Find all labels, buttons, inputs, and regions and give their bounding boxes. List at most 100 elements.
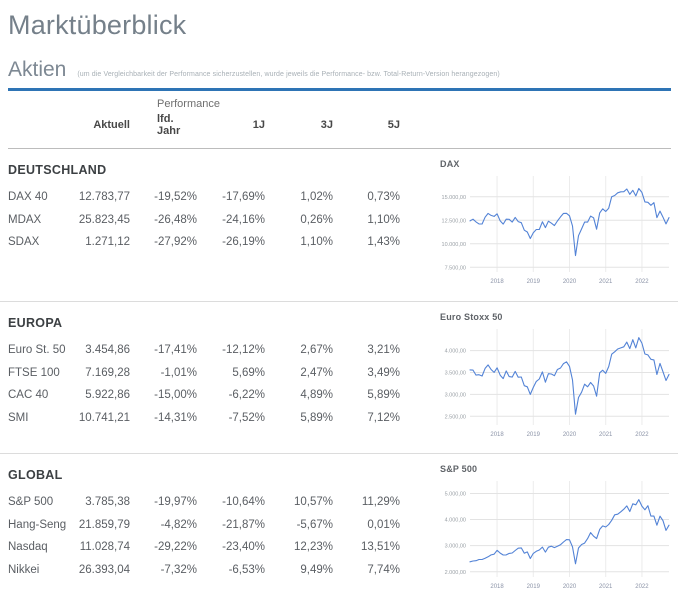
value-5j: 0,73% (367, 191, 400, 204)
table-row-eurostoxx: Euro St. 50 3.454,86 -17,41% -12,12% 2,6… (8, 339, 400, 362)
value-1j: -24,16% (222, 213, 265, 226)
chart-title-dax: DAX (440, 159, 460, 169)
value-lfd-jahr: -15,00% (154, 389, 197, 402)
index-name: Nikkei (8, 564, 40, 577)
index-name: SDAX (8, 236, 40, 249)
svg-text:2018: 2018 (490, 279, 504, 285)
value-aktuell: 1.271,12 (85, 236, 130, 249)
value-5j: 7,74% (367, 564, 400, 577)
index-name: S&P 500 (8, 496, 54, 509)
table-row-dax40: DAX 40 12.783,77 -19,52% -17,69% 1,02% 0… (8, 186, 400, 209)
section-heading-deutschland: DEUTSCHLAND (8, 163, 107, 177)
value-lfd-jahr: -4,82% (160, 518, 197, 531)
svg-text:7.500,00: 7.500,00 (445, 265, 466, 271)
value-1j: -26,19% (222, 236, 265, 249)
section-heading-europa: EUROPA (8, 316, 63, 330)
column-header-row: Aktuell lfd. Jahr 1J 3J 5J (8, 113, 400, 137)
svg-text:2022: 2022 (635, 584, 649, 590)
value-lfd-jahr: -19,97% (154, 496, 197, 509)
section-global: GLOBAL S&P 500 3.785,38 -19,97% -10,64% … (0, 453, 678, 593)
value-3j: 10,57% (293, 496, 333, 509)
chart-title-sp500: S&P 500 (440, 464, 478, 474)
dax-chart-block: DAX 2018 2019 2020 2021 2022 15.000,00 12.500,… (440, 159, 672, 301)
svg-text:2022: 2022 (635, 432, 649, 438)
index-name: Hang-Seng (8, 518, 67, 531)
value-1j: -17,69% (222, 191, 265, 204)
deutschland-table: DEUTSCHLAND DAX 40 12.783,77 -19,52% -17… (0, 159, 404, 301)
value-1j: -23,40% (222, 541, 265, 554)
dax-line-chart: 2018 2019 2020 2021 2022 15.000,00 12.500,00 10… (442, 176, 670, 285)
value-5j: 1,43% (367, 236, 400, 249)
table-row-cac40: CAC 40 5.922,86 -15,00% -6,22% 4,89% 5,8… (8, 384, 400, 407)
table-row-mdax: MDAX 25.823,45 -26,48% -24,16% 0,26% 1,1… (8, 209, 400, 232)
index-name: FTSE 100 (8, 366, 60, 379)
svg-text:2019: 2019 (527, 279, 541, 285)
value-3j: 0,26% (300, 213, 333, 226)
column-header-lfd-jahr: lfd. Jahr (157, 113, 181, 137)
svg-text:2020: 2020 (563, 279, 577, 285)
header-divider (8, 148, 671, 149)
value-3j: 12,23% (293, 541, 333, 554)
svg-text:2019: 2019 (527, 432, 541, 438)
table-row-ftse100: FTSE 100 7.169,28 -1,01% 5,69% 2,47% 3,4… (8, 362, 400, 385)
accent-divider (8, 88, 671, 91)
svg-text:2021: 2021 (599, 279, 613, 285)
value-5j: 3,49% (367, 366, 400, 379)
value-1j: -21,87% (222, 518, 265, 531)
value-3j: 4,89% (300, 389, 333, 402)
svg-text:3.500,00: 3.500,00 (445, 371, 466, 377)
index-name: Nasdaq (8, 541, 48, 554)
value-5j: 7,12% (367, 412, 400, 425)
value-5j: 3,21% (367, 344, 400, 357)
value-aktuell: 21.859,79 (78, 518, 130, 531)
svg-text:2021: 2021 (599, 584, 613, 590)
value-3j: 5,89% (300, 412, 333, 425)
value-3j: -5,67% (296, 518, 333, 531)
value-3j: 9,49% (300, 564, 333, 577)
svg-text:5.000,00: 5.000,00 (445, 491, 466, 497)
index-name: Euro St. 50 (8, 344, 66, 357)
value-1j: -6,53% (228, 564, 265, 577)
column-header-1j: 1J (252, 119, 265, 131)
svg-text:2019: 2019 (527, 584, 541, 590)
value-aktuell: 10.741,21 (78, 412, 130, 425)
value-3j: 2,67% (300, 344, 333, 357)
svg-text:2021: 2021 (599, 432, 613, 438)
svg-text:2018: 2018 (490, 584, 504, 590)
svg-text:10.000,00: 10.000,00 (442, 242, 466, 248)
performance-group-label: Performance (157, 98, 220, 110)
svg-text:2020: 2020 (563, 432, 577, 438)
column-header-aktuell: Aktuell (93, 119, 130, 131)
svg-text:12.500,00: 12.500,00 (442, 218, 466, 224)
value-aktuell: 25.823,45 (78, 213, 130, 226)
value-3j: 1,02% (300, 191, 333, 204)
table-row-nikkei: Nikkei 26.393,04 -7,32% -6,53% 9,49% 7,7… (8, 559, 400, 582)
performance-group-row: Performance (8, 98, 400, 110)
value-lfd-jahr: -27,92% (154, 236, 197, 249)
value-5j: 1,10% (367, 213, 400, 226)
value-lfd-jahr: -29,22% (154, 541, 197, 554)
svg-text:3.000,00: 3.000,00 (445, 544, 466, 550)
value-lfd-jahr: -7,32% (160, 564, 197, 577)
global-table: GLOBAL S&P 500 3.785,38 -19,97% -10,64% … (0, 464, 404, 593)
section-deutschland: DEUTSCHLAND DAX 40 12.783,77 -19,52% -17… (0, 149, 678, 301)
svg-text:2020: 2020 (563, 584, 577, 590)
chart-title-eurostoxx: Euro Stoxx 50 (440, 312, 503, 322)
aktien-note: (um die Vergleichbarkeit der Performance… (77, 71, 500, 78)
value-5j: 5,89% (367, 389, 400, 402)
index-name: MDAX (8, 213, 42, 226)
table-row-smi: SMI 10.741,21 -14,31% -7,52% 5,89% 7,12% (8, 407, 400, 430)
section-europa: EUROPA Euro St. 50 3.454,86 -17,41% -12,… (0, 301, 678, 453)
aktien-heading: Aktien (8, 58, 67, 81)
value-lfd-jahr: -26,48% (154, 213, 197, 226)
index-name: DAX 40 (8, 191, 48, 204)
svg-text:2022: 2022 (635, 279, 649, 285)
value-5j: 11,29% (361, 496, 400, 509)
value-aktuell: 7.169,28 (85, 366, 130, 379)
column-header-5j: 5J (387, 119, 400, 131)
page-title: Marktüberblick (8, 10, 187, 40)
table-row-sdax: SDAX 1.271,12 -27,92% -26,19% 1,10% 1,43… (8, 231, 400, 254)
eurostoxx-chart-block: Euro Stoxx 50 2018 2019 2020 2021 2022 4.000,… (440, 312, 672, 453)
value-3j: 2,47% (300, 366, 333, 379)
